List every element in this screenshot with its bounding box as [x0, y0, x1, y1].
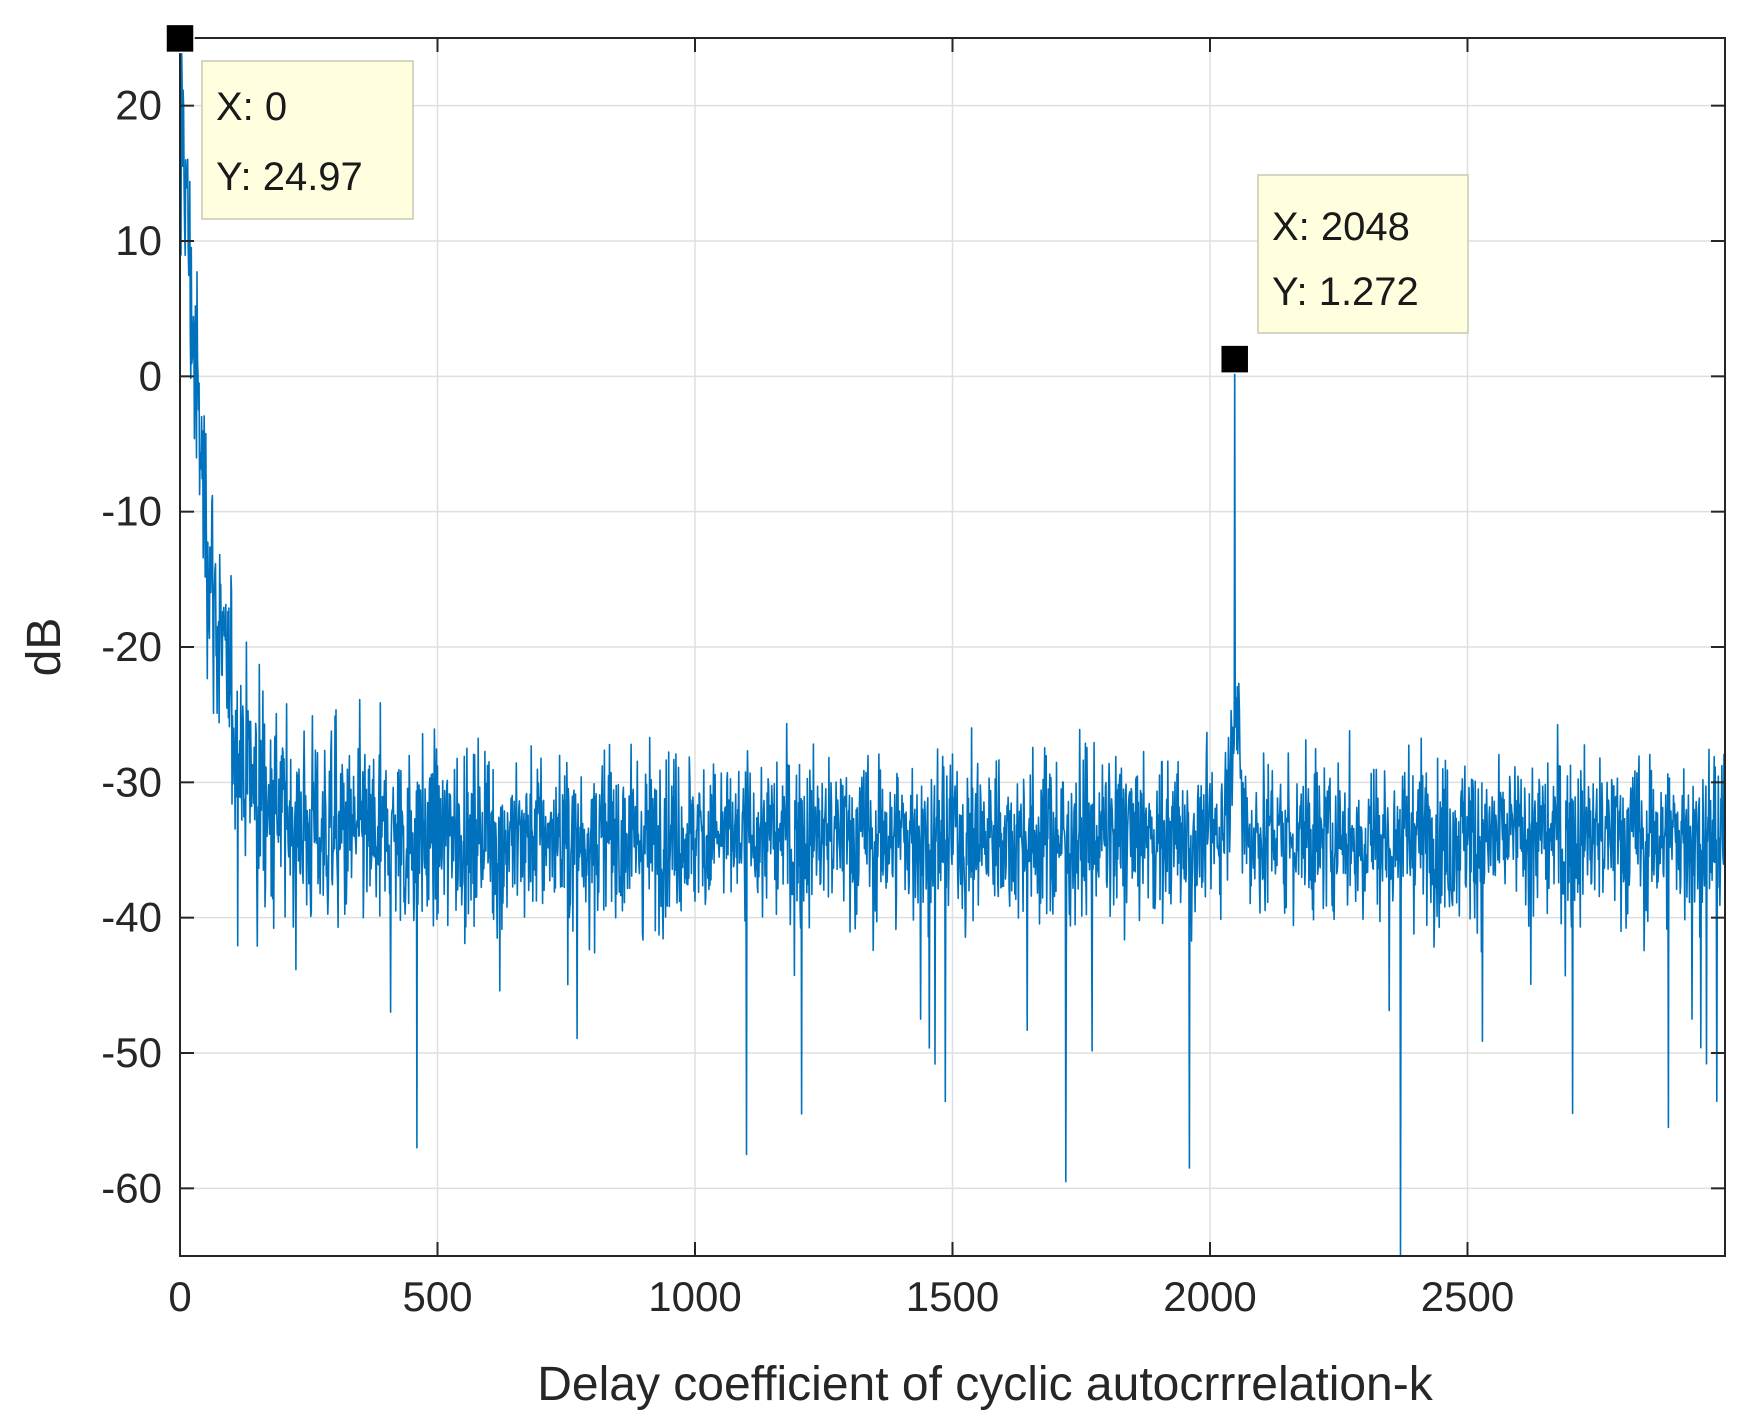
x-tick-label: 2500: [1421, 1273, 1514, 1320]
y-tick-label: -50: [101, 1029, 162, 1076]
y-tick-label: -10: [101, 488, 162, 535]
x-tick-label: 2000: [1163, 1273, 1256, 1320]
y-tick-label: 10: [115, 217, 162, 264]
y-tick-label: -60: [101, 1164, 162, 1211]
grid-lines: [179, 38, 1725, 1256]
datatip-2[interactable]: X: 2048 Y: 1.272: [1257, 174, 1469, 334]
data-series: [179, 37, 1726, 1257]
datatip-2-marker[interactable]: [1219, 344, 1250, 374]
x-tick-label: 1500: [906, 1273, 999, 1320]
tick-labels: 0 500 1000 1500 2000 2500 20 10 0 -10 -20 -30 -40 -50…: [101, 82, 1514, 1320]
x-tick-label: 0: [168, 1273, 191, 1320]
axis-ticks: [179, 38, 1725, 1256]
datatip-1-box: [201, 60, 414, 220]
datatip-1[interactable]: X: 0 Y: 24.97: [201, 60, 414, 220]
datatip-2-box: [1257, 174, 1469, 334]
y-axis-label: dB: [18, 618, 71, 677]
datatip-1-marker[interactable]: [165, 23, 195, 54]
datatip-1-x: X: 0: [216, 85, 287, 129]
datatip-1-y: Y: 24.97: [216, 155, 363, 199]
series-line: [179, 37, 1726, 1257]
y-tick-label: 20: [115, 82, 162, 129]
y-tick-label: -40: [101, 894, 162, 941]
x-tick-label: 1000: [648, 1273, 741, 1320]
y-tick-label: -20: [101, 623, 162, 670]
y-tick-label: 0: [139, 352, 162, 399]
y-tick-label: -30: [101, 758, 162, 805]
datatip-markers: [165, 23, 1250, 374]
x-tick-label: 500: [402, 1273, 472, 1320]
datatip-2-x: X: 2048: [1272, 205, 1410, 249]
datatip-2-y: Y: 1.272: [1272, 270, 1419, 314]
x-axis-label: Delay coefficient of cyclic autocrrrelat…: [537, 1358, 1433, 1411]
